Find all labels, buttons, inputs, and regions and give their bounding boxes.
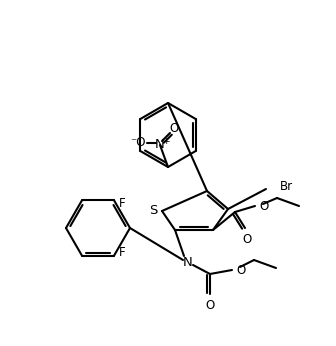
Text: N: N bbox=[155, 138, 165, 152]
Text: O: O bbox=[242, 233, 252, 246]
Text: N: N bbox=[183, 255, 193, 268]
Text: ⁻O: ⁻O bbox=[130, 137, 146, 149]
Text: O: O bbox=[259, 200, 268, 212]
Text: Br: Br bbox=[280, 181, 293, 193]
Text: O: O bbox=[169, 122, 179, 136]
Text: F: F bbox=[119, 246, 125, 259]
Text: F: F bbox=[119, 197, 125, 210]
Text: +: + bbox=[162, 137, 170, 146]
Text: S: S bbox=[149, 204, 157, 218]
Text: O: O bbox=[236, 264, 245, 276]
Text: O: O bbox=[205, 299, 215, 312]
